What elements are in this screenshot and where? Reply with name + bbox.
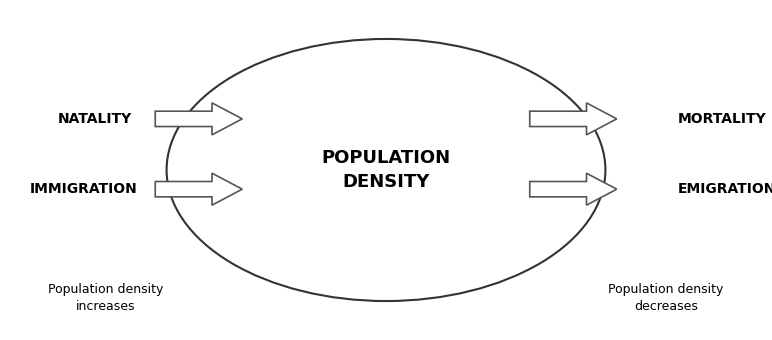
FancyArrow shape bbox=[155, 173, 242, 205]
FancyArrow shape bbox=[530, 103, 617, 135]
Text: NATALITY: NATALITY bbox=[58, 112, 132, 126]
FancyArrow shape bbox=[155, 103, 242, 135]
FancyArrow shape bbox=[530, 173, 617, 205]
Text: EMIGRATION: EMIGRATION bbox=[677, 182, 772, 196]
Text: Population density
increases: Population density increases bbox=[49, 283, 164, 313]
Text: MORTALITY: MORTALITY bbox=[677, 112, 766, 126]
Text: IMMIGRATION: IMMIGRATION bbox=[29, 182, 137, 196]
Text: Population density
decreases: Population density decreases bbox=[608, 283, 723, 313]
Text: POPULATION
DENSITY: POPULATION DENSITY bbox=[321, 149, 451, 191]
